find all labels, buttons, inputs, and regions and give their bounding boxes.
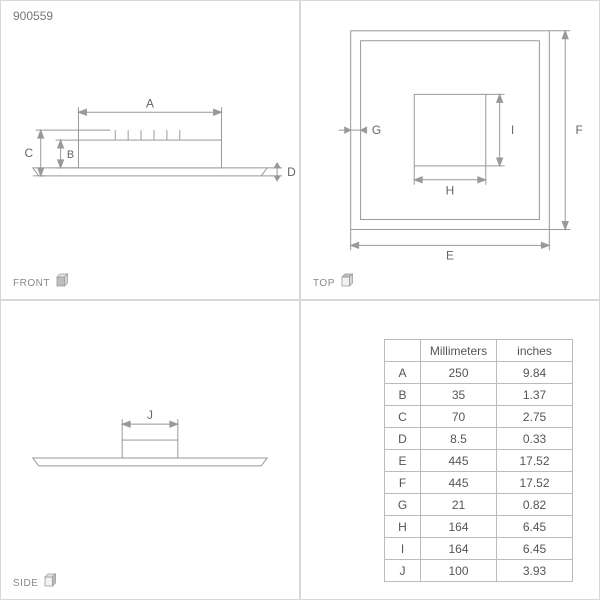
table-row: C702.75 [385,406,573,428]
row-in: 0.82 [497,494,573,516]
side-drawing: J [1,301,299,599]
row-in: 6.45 [497,516,573,538]
row-key: D [385,428,421,450]
row-key: G [385,494,421,516]
top-label: TOP [313,271,357,289]
dim-B: B [67,149,74,161]
dim-G: G [372,123,381,137]
table-row: E44517.52 [385,450,573,472]
row-mm: 21 [421,494,497,516]
row-mm: 35 [421,384,497,406]
row-in: 17.52 [497,472,573,494]
top-label-text: TOP [313,278,335,289]
row-key: H [385,516,421,538]
row-in: 1.37 [497,384,573,406]
row-mm: 100 [421,560,497,582]
cube-icon [42,571,60,589]
row-key: I [385,538,421,560]
dim-J: J [147,408,153,422]
dim-D: D [287,165,296,179]
side-label: SIDE [13,571,60,589]
row-mm: 250 [421,362,497,384]
row-mm: 8.5 [421,428,497,450]
col-mm: Millimeters [421,340,497,362]
row-mm: 164 [421,516,497,538]
row-key: F [385,472,421,494]
top-drawing: E F G H I [301,1,599,299]
table-row: G210.82 [385,494,573,516]
table-cell: Millimeters inches A2509.84B351.37C702.7… [300,300,600,600]
row-key: E [385,450,421,472]
row-key: B [385,384,421,406]
table-row: H1646.45 [385,516,573,538]
col-in: inches [497,340,573,362]
layout-grid: 900559 [0,0,600,600]
top-cell: E F G H I TOP [300,0,600,300]
front-label-text: FRONT [13,278,50,289]
front-label: FRONT [13,271,72,289]
dim-H: H [446,184,455,198]
cube-icon [339,271,357,289]
row-in: 9.84 [497,362,573,384]
row-mm: 445 [421,450,497,472]
side-label-text: SIDE [13,578,38,589]
row-mm: 70 [421,406,497,428]
row-mm: 164 [421,538,497,560]
row-key: A [385,362,421,384]
table-row: A2509.84 [385,362,573,384]
table-row: F44517.52 [385,472,573,494]
dim-F: F [575,123,582,137]
table-row: D8.50.33 [385,428,573,450]
row-key: C [385,406,421,428]
front-drawing: A B C D [1,1,299,299]
row-in: 2.75 [497,406,573,428]
cube-icon [54,271,72,289]
dim-I: I [511,123,514,137]
dim-A: A [146,96,154,110]
table-row: B351.37 [385,384,573,406]
dim-E: E [446,248,454,262]
row-key: J [385,560,421,582]
row-mm: 445 [421,472,497,494]
table-row: J1003.93 [385,560,573,582]
row-in: 3.93 [497,560,573,582]
side-cell: J SIDE [0,300,300,600]
row-in: 17.52 [497,450,573,472]
dimension-table: Millimeters inches A2509.84B351.37C702.7… [384,339,573,582]
dim-C: C [25,146,34,160]
row-in: 0.33 [497,428,573,450]
table-header-row: Millimeters inches [385,340,573,362]
table-row: I1646.45 [385,538,573,560]
row-in: 6.45 [497,538,573,560]
front-cell: 900559 [0,0,300,300]
